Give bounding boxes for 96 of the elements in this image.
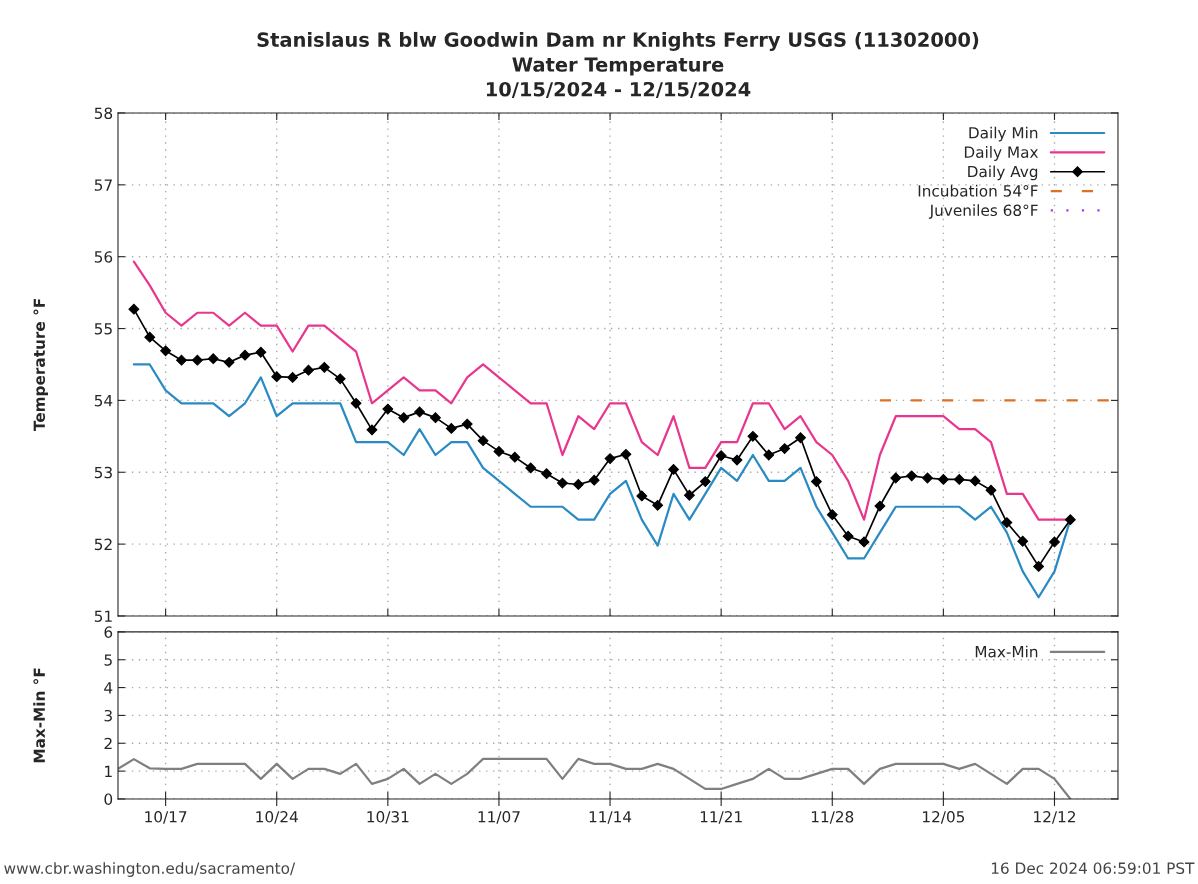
chart-title: Stanislaus R blw Goodwin Dam nr Knights Ferry USGS (11302000) Water Temperature 10/15/2024 - 12/15/2024 — [257, 31, 979, 99]
y-tick-label: 51 — [94, 610, 112, 622]
y-tick-label: 57 — [94, 179, 112, 191]
point — [445, 422, 457, 434]
point — [271, 371, 283, 383]
point — [160, 345, 172, 357]
point — [461, 418, 473, 430]
point — [683, 489, 695, 501]
point — [842, 530, 854, 542]
point — [207, 353, 219, 365]
point — [477, 435, 489, 447]
legend-label: Daily Min — [969, 126, 1038, 142]
point — [715, 450, 727, 462]
point — [1049, 536, 1060, 548]
point — [239, 349, 251, 361]
y-axis-title: Temperature °F — [33, 299, 49, 432]
point — [731, 454, 743, 466]
legend-label: Daily Max — [964, 146, 1039, 161]
point — [557, 477, 568, 489]
y-tick-label: 56 — [94, 251, 113, 263]
point — [874, 500, 886, 512]
point — [318, 361, 330, 373]
point — [366, 424, 378, 436]
point — [937, 474, 949, 485]
point — [128, 303, 140, 315]
y-tick-label: 52 — [94, 538, 112, 551]
legend-label: Daily Avg — [968, 165, 1038, 181]
point — [810, 476, 822, 488]
x-tick-label: 12/12 — [1034, 811, 1075, 824]
point — [906, 470, 918, 482]
point — [1064, 514, 1076, 526]
x-tick-label: 11/21 — [700, 811, 742, 824]
x-tick-label: 10/17 — [145, 811, 187, 824]
y-tick-label: 0 — [104, 793, 113, 805]
point — [223, 356, 235, 368]
text: 16 Dec 2024 06:59:01 PST — [991, 862, 1195, 874]
point — [953, 474, 965, 485]
point — [890, 472, 902, 484]
point — [779, 443, 791, 454]
y-tick-label: 54 — [94, 395, 113, 407]
y-tick-label: 1 — [105, 765, 112, 777]
y-tick-label: 6 — [104, 626, 113, 638]
point — [795, 432, 806, 444]
y-tick-label: 55 — [94, 323, 112, 335]
point — [985, 484, 997, 496]
point — [604, 453, 616, 465]
point — [572, 479, 584, 490]
point — [287, 371, 299, 383]
point — [493, 445, 505, 457]
x-tick-label: 11/14 — [589, 811, 632, 824]
point — [382, 403, 394, 415]
point — [525, 462, 537, 474]
text: www.cbr.washington.edu/sacramento/ — [4, 862, 296, 877]
point — [334, 373, 346, 385]
point — [350, 397, 362, 409]
y-tick-label: 58 — [94, 107, 113, 119]
point — [430, 412, 441, 424]
legend-label: Max-Min — [975, 645, 1038, 658]
point — [303, 364, 314, 376]
point — [1001, 517, 1013, 528]
point — [668, 463, 679, 475]
y-tick-label: 53 — [94, 466, 112, 479]
x-tick-label: 11/28 — [811, 811, 854, 824]
point — [747, 430, 759, 442]
y-tick-label: 5 — [104, 654, 112, 666]
point — [652, 499, 664, 511]
point — [1017, 535, 1029, 547]
point — [858, 536, 870, 548]
legend-label: Incubation 54°F — [918, 184, 1038, 197]
y-tick-label: 2 — [104, 737, 112, 750]
point — [699, 476, 711, 488]
x-tick-label: 10/24 — [256, 811, 298, 824]
y-axis-title: Max-Min °F — [33, 668, 46, 763]
x-tick-label: 10/31 — [367, 811, 409, 824]
y-tick-label: 4 — [104, 682, 113, 694]
point — [1033, 560, 1045, 572]
point — [255, 346, 267, 358]
x-tick-label: 11/07 — [478, 811, 520, 824]
point — [922, 472, 933, 484]
point — [414, 406, 426, 418]
point — [541, 468, 552, 480]
point — [636, 490, 648, 502]
point — [509, 451, 521, 463]
point — [398, 412, 410, 424]
point — [144, 331, 156, 343]
point — [969, 475, 981, 487]
line-series — [118, 757, 1072, 799]
y-tick-label: 3 — [104, 709, 112, 722]
point — [191, 354, 203, 366]
point — [176, 354, 187, 366]
point — [763, 449, 775, 461]
x-tick-label: 12/05 — [923, 811, 965, 824]
legend-label: Juveniles 68°F — [928, 204, 1038, 219]
point — [620, 448, 632, 460]
point — [588, 474, 600, 486]
point — [826, 509, 838, 521]
